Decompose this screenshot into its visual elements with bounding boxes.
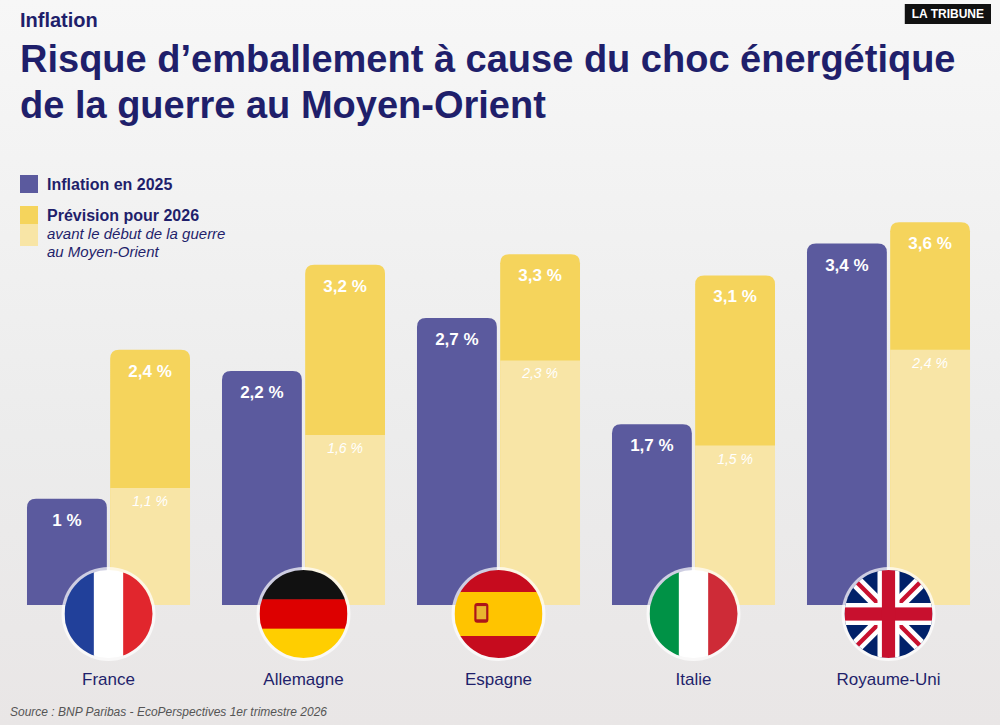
data-label: 1,5 % bbox=[717, 451, 753, 467]
flag bbox=[62, 567, 156, 661]
flag-part bbox=[455, 570, 543, 593]
flag-part bbox=[455, 592, 543, 637]
legend-swatch bbox=[20, 175, 38, 193]
series-1 bbox=[110, 222, 970, 605]
data-label: 2,4 % bbox=[128, 362, 171, 381]
title: Risque d’emballement à cause du choc éne… bbox=[20, 38, 956, 126]
flags bbox=[62, 567, 936, 661]
background bbox=[0, 0, 1000, 725]
flag bbox=[842, 567, 936, 661]
source: Source : BNP Paribas - EcoPerspectives 1… bbox=[10, 705, 327, 719]
bars bbox=[27, 222, 970, 605]
series-0 bbox=[27, 244, 887, 605]
legend-label: avant le début de la guerreau Moyen-Orie… bbox=[47, 225, 225, 260]
data-label: 2,3 % bbox=[521, 365, 558, 381]
tick-label: Allemagne bbox=[263, 670, 343, 689]
bar bbox=[500, 254, 580, 605]
legend-swatch bbox=[20, 224, 38, 246]
legend: Inflation en 2025 Prévision pour 2026avan… bbox=[20, 175, 225, 260]
flag-part bbox=[882, 570, 895, 658]
data-labels: 1 % 2,2 % 2,7 % 1,7 % 3,4 % 2,4 % 3,2 % 3,3 % 3,… bbox=[52, 234, 952, 529]
bar bbox=[110, 350, 190, 605]
data-label: 3,3 % bbox=[518, 266, 561, 285]
flag-part bbox=[260, 599, 348, 629]
flag bbox=[452, 567, 546, 661]
bar bbox=[500, 360, 580, 605]
flag-shadow bbox=[62, 567, 156, 661]
flag-part bbox=[708, 570, 738, 658]
flag-part bbox=[455, 636, 543, 659]
bar bbox=[695, 275, 775, 605]
flag-part bbox=[845, 570, 933, 658]
tick-label: France bbox=[82, 670, 135, 689]
tick-label: Italie bbox=[676, 670, 712, 689]
series-2 bbox=[110, 350, 970, 605]
flag-part bbox=[123, 570, 153, 658]
flag-body bbox=[845, 570, 933, 658]
logo: LA TRIBUNE bbox=[905, 4, 991, 24]
flag-body bbox=[260, 570, 348, 659]
flag-shadow bbox=[647, 567, 741, 661]
data-label: 1 % bbox=[52, 511, 81, 530]
flag-body bbox=[650, 570, 739, 658]
flag-part bbox=[845, 570, 933, 658]
flag-body bbox=[65, 570, 154, 658]
flag-part bbox=[477, 606, 487, 619]
flag-body bbox=[455, 570, 543, 659]
flag-part bbox=[260, 570, 348, 600]
legend-label: Inflation en 2025 bbox=[47, 176, 172, 193]
data-label: 3,1 % bbox=[713, 287, 756, 306]
legend-label: Prévision pour 2026 bbox=[47, 207, 199, 224]
flag-part bbox=[474, 603, 488, 623]
flag-shadow bbox=[842, 567, 936, 661]
data-label: 2,2 % bbox=[240, 383, 283, 402]
bar bbox=[890, 222, 970, 605]
data-label: 2,7 % bbox=[435, 330, 478, 349]
bar bbox=[417, 318, 497, 605]
flag bbox=[647, 567, 741, 661]
data-label: 1,1 % bbox=[132, 493, 168, 509]
tick-label: Espagne bbox=[465, 670, 532, 689]
data-label: 1,6 % bbox=[327, 440, 363, 456]
data-label: 3,4 % bbox=[825, 256, 868, 275]
x-axis-labels: France Allemagne Espagne Italie Royaume-Uni bbox=[82, 670, 940, 689]
flag-part bbox=[650, 570, 680, 658]
bar bbox=[807, 244, 887, 605]
chart: Inflation Risque d’emballement à cause du… bbox=[0, 0, 1000, 725]
logo-text: LA TRIBUNE bbox=[912, 7, 984, 21]
flag-part bbox=[94, 570, 124, 658]
kicker: Inflation bbox=[20, 9, 98, 31]
data-label: 3,6 % bbox=[908, 234, 951, 253]
data-label: 1,7 % bbox=[630, 436, 673, 455]
flag-part bbox=[65, 570, 95, 658]
flag-part bbox=[679, 570, 709, 658]
data-label: 3,2 % bbox=[323, 277, 366, 296]
flag-part bbox=[260, 629, 348, 659]
data-label: 2,4 % bbox=[911, 355, 948, 371]
flag-part bbox=[845, 570, 933, 658]
bar bbox=[305, 265, 385, 605]
flag bbox=[257, 567, 351, 661]
tick-label: Royaume-Uni bbox=[837, 670, 941, 689]
flag-part bbox=[845, 570, 933, 658]
flag-shadow bbox=[257, 567, 351, 661]
bar bbox=[890, 350, 970, 605]
logo-box bbox=[905, 4, 991, 24]
flag-part bbox=[845, 570, 933, 658]
legend-swatch bbox=[20, 206, 38, 224]
flag-shadow bbox=[452, 567, 546, 661]
